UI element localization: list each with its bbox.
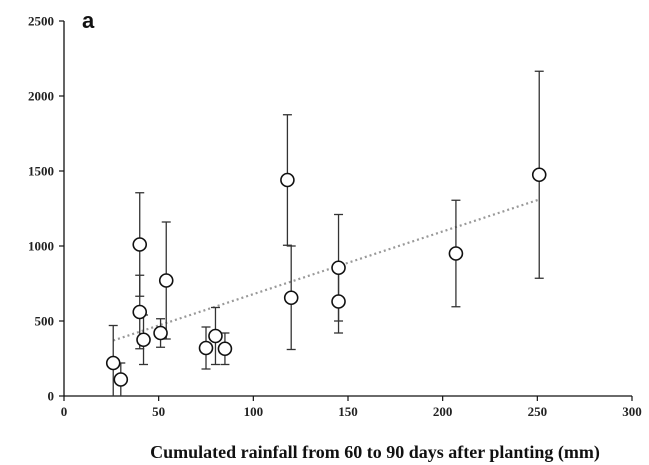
data-point — [331, 260, 346, 276]
data-point — [280, 172, 295, 188]
x-tick-label: 0 — [61, 404, 68, 419]
data-point — [208, 328, 223, 344]
x-tick-label: 300 — [622, 404, 642, 419]
x-tick-label: 200 — [433, 404, 453, 419]
y-tick-label: 1500 — [28, 164, 54, 179]
y-axis-ticks: 0 500 1000 1500 2000 2500 — [28, 14, 64, 404]
data-point — [448, 246, 464, 261]
data-point — [198, 340, 214, 356]
trendline — [112, 198, 540, 342]
y-tick-label: 2000 — [28, 89, 54, 104]
data-point — [217, 341, 233, 357]
data-point — [158, 273, 174, 288]
y-tick-label: 500 — [35, 314, 55, 329]
x-axis-label: Cumulated rainfall from 60 to 90 days af… — [150, 442, 600, 463]
x-tick-label: 100 — [244, 404, 264, 419]
x-tick-label: 50 — [152, 404, 165, 419]
data-point — [105, 355, 121, 371]
data-point — [283, 290, 299, 306]
y-tick-label: 0 — [48, 389, 55, 404]
y-tick-label: 1000 — [28, 239, 54, 254]
data-points — [105, 167, 547, 387]
data-point — [113, 372, 129, 387]
y-tick-label: 2500 — [28, 14, 54, 29]
x-tick-label: 250 — [528, 404, 548, 419]
x-tick-label: 150 — [338, 404, 358, 419]
data-point — [531, 167, 547, 183]
data-point — [132, 304, 148, 320]
data-point — [136, 332, 151, 348]
x-axis-ticks: 0 50 100 150 200 250 300 — [61, 396, 642, 419]
data-point — [132, 237, 148, 252]
data-point — [331, 294, 346, 309]
data-point — [153, 325, 168, 341]
error-bars — [108, 70, 544, 396]
panel-label: a — [82, 8, 95, 33]
